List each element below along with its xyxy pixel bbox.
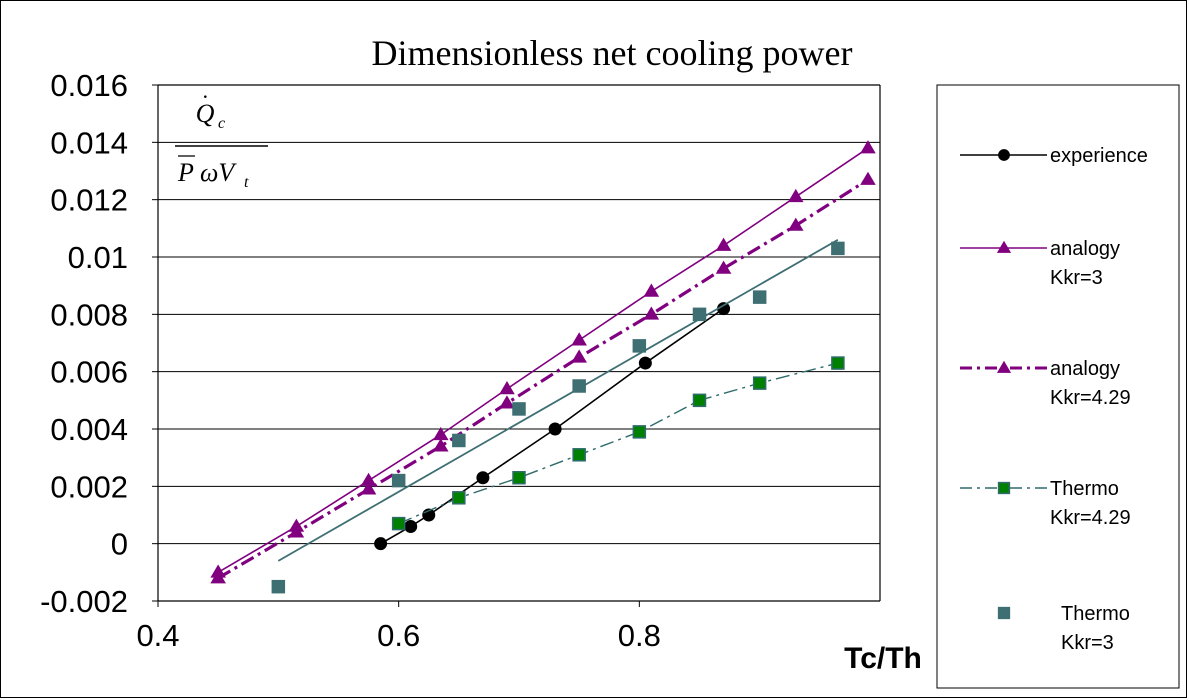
data-point: [360, 481, 377, 495]
data-point: [860, 171, 876, 185]
data-point: [643, 306, 660, 320]
data-point: [831, 356, 845, 370]
y-tick-label: 0.012: [50, 183, 128, 218]
data-point: [512, 470, 526, 485]
data-point: [715, 260, 732, 274]
data-point: [643, 283, 660, 297]
data-point: [210, 570, 226, 584]
data-point: [452, 433, 466, 448]
series-4: [271, 239, 845, 594]
legend-box: [936, 84, 1180, 689]
legend-marker: [997, 481, 1011, 495]
data-point: [632, 425, 647, 439]
trend-line: [277, 239, 839, 562]
legend-marker: [998, 149, 1010, 161]
data-point: [288, 524, 305, 538]
y-tick-label: 0.01: [68, 240, 128, 275]
series-0: [374, 302, 731, 551]
x-tick-labels: 0.4 0.6 0.8: [136, 618, 660, 653]
series-line: [217, 147, 869, 574]
legend-label: Thermo: [1061, 603, 1130, 625]
data-point: [571, 349, 587, 363]
legend-label: Kkr=4.29: [1050, 507, 1131, 529]
x-tick-label: 0.6: [377, 618, 420, 653]
x-axis-label: Tc/Th: [844, 642, 922, 675]
svg-text:P: P: [177, 158, 194, 187]
series-2: [210, 171, 876, 584]
data-point: [692, 393, 707, 408]
plot-area: [158, 85, 880, 601]
legend-item-3: Thermo Kkr=4.29: [960, 478, 1131, 529]
y-tick-labels: -0.002 0 0.002 0.004 0.006 0.008 0.01 0.012 0.01…: [40, 68, 128, 619]
data-point: [572, 379, 586, 393]
y-tick-label: -0.002: [40, 584, 128, 619]
data-point: [692, 307, 707, 322]
svg-text:ωV: ωV: [200, 158, 237, 187]
data-point: [831, 241, 845, 256]
y-tick-label: 0.006: [50, 355, 128, 390]
series-line: [217, 178, 869, 580]
legend-marker: [996, 240, 1012, 253]
series-3: [391, 356, 845, 531]
legend-label: Thermo: [1050, 478, 1119, 500]
legend-label: Kkr=3: [1050, 267, 1103, 289]
data-point: [391, 516, 406, 531]
legend-item-4: Thermo Kkr=3: [997, 603, 1130, 654]
data-point: [404, 519, 418, 533]
y-tick-label: 0.004: [50, 412, 128, 447]
data-point: [499, 395, 515, 409]
data-point: [548, 422, 562, 436]
data-point: [499, 380, 515, 395]
svg-text:·: ·: [202, 84, 208, 109]
data-point: [374, 537, 388, 551]
y-tick-label: 0.014: [50, 125, 128, 160]
legend-marker: [996, 360, 1012, 373]
data-point: [860, 140, 876, 154]
series-line: [398, 362, 839, 525]
y-tick-label: 0.008: [50, 297, 128, 332]
data-point: [787, 188, 804, 203]
x-tick-label: 0.4: [136, 618, 179, 653]
data-point: [452, 491, 466, 505]
data-point: [787, 217, 804, 231]
data-point: [476, 471, 490, 485]
data-point: [512, 402, 526, 416]
y-tick-label: 0.016: [50, 68, 128, 103]
y-axis-formula: Q · c P ωV t: [175, 84, 268, 191]
legend-item-0: experience: [960, 145, 1148, 167]
legend: experienceanalogyKkr=3analogyKkr=4.29The…: [960, 145, 1148, 654]
legend-label: Kkr=3: [1061, 632, 1114, 654]
data-point: [632, 339, 647, 353]
svg-text:t: t: [244, 174, 249, 191]
data-point: [271, 579, 286, 594]
legend-label: experience: [1050, 145, 1148, 167]
legend-item-1: analogy Kkr=3: [960, 238, 1120, 289]
data-point: [433, 438, 449, 452]
data-point: [571, 332, 587, 346]
svg-text:Q: Q: [196, 99, 215, 128]
y-tick-label: 0: [111, 527, 128, 562]
data-point: [752, 290, 767, 304]
data-point: [638, 356, 652, 370]
legend-label: Kkr=4.29: [1050, 387, 1131, 409]
data-point: [715, 237, 732, 251]
series-group: [210, 140, 876, 594]
data-point: [572, 448, 586, 462]
gridlines: [152, 84, 880, 607]
x-tick-label: 0.8: [618, 618, 661, 653]
y-tick-label: 0.002: [50, 469, 128, 504]
legend-item-2: analogy Kkr=4.29: [960, 358, 1131, 409]
data-point: [752, 376, 767, 390]
legend-label: analogy: [1050, 358, 1120, 380]
legend-marker: [997, 606, 1011, 620]
chart-title: Dimensionless net cooling power: [372, 33, 853, 73]
svg-text:c: c: [218, 115, 225, 132]
data-point: [391, 473, 406, 488]
legend-label: analogy: [1050, 238, 1120, 260]
